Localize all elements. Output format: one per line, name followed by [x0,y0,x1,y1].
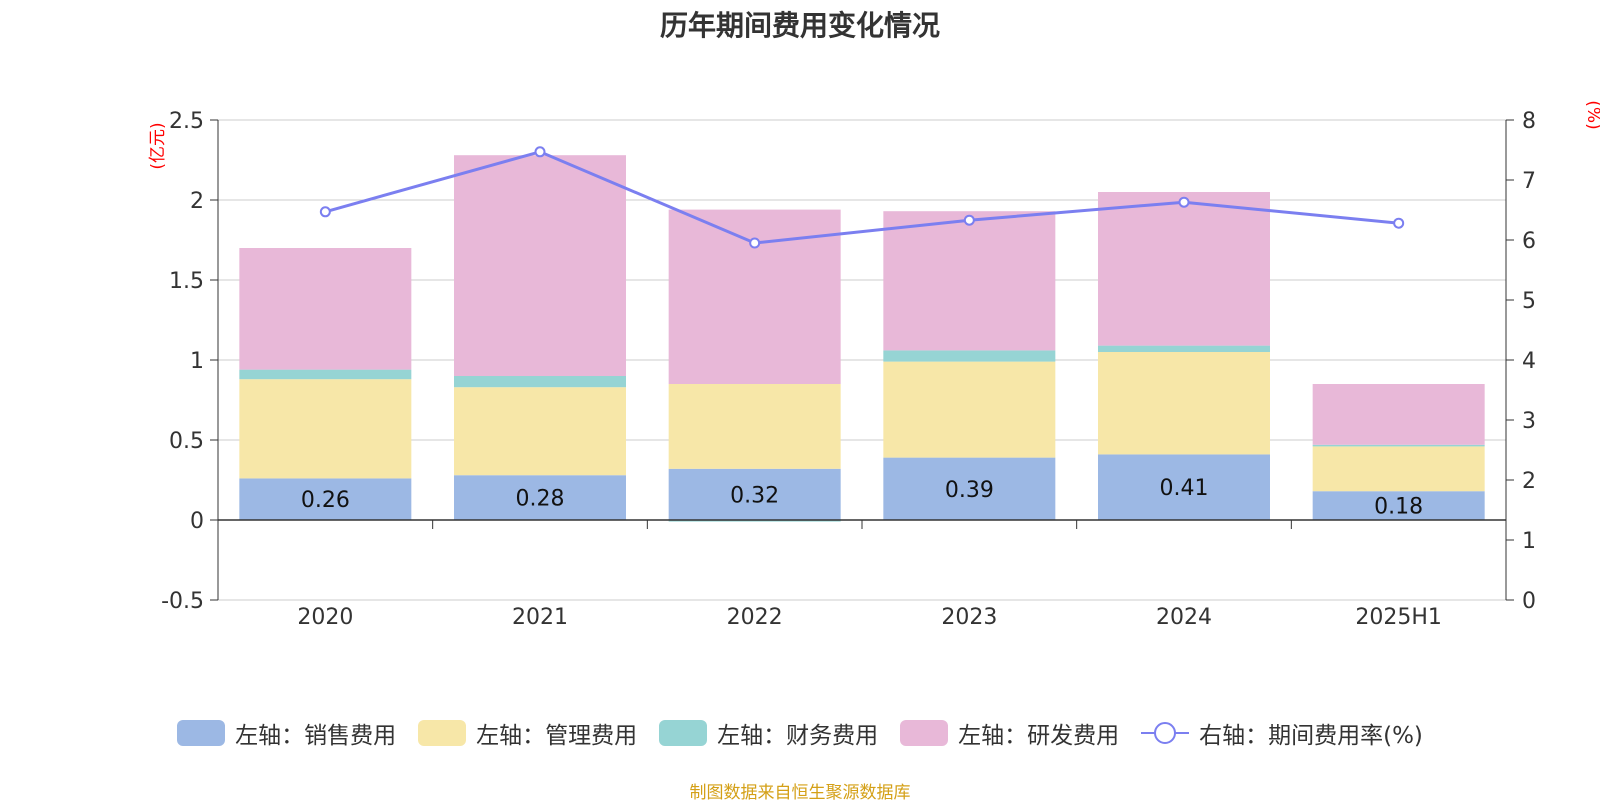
legend-label: 左轴：销售费用 [235,723,397,749]
left-axis-tick-label: 2.5 [169,109,204,134]
right-axis-tick-label: 1 [1522,529,1536,554]
bar-admin [883,361,1056,458]
left-axis-tick-label: 2 [190,189,204,214]
legend-item-admin[interactable]: 左轴：管理费用 [418,716,637,750]
rate-point [534,146,546,158]
legend-label: 右轴：期间费用率(%) [1199,723,1423,749]
legend: 左轴：销售费用 左轴：管理费用 左轴：财务费用 左轴：研发费用 右轴：期间费用率(%) [0,716,1600,750]
legend-item-sales[interactable]: 左轴：销售费用 [177,716,396,750]
bar-finance [239,369,412,380]
rate-point [1393,217,1405,229]
bar-sales [239,478,412,520]
rate-point [319,206,331,218]
x-axis-tick-label: 2022 [727,605,783,630]
right-axis-tick-label: 3 [1522,409,1536,434]
legend-item-finance[interactable]: 左轴：财务费用 [659,716,878,750]
chart-canvas: -0.5 0 0.5 1 1.5 2 2.5 0 1 2 3 4 5 6 7 8 (亿元) (%) 2020 2021… [148,100,1600,630]
legend-line-marker-icon [1141,720,1190,746]
data-label-sales: 0.32 [730,483,779,508]
bar-finance [668,520,841,522]
bar-finance [1098,345,1270,352]
chart-title: 历年期间费用变化情况 [659,9,940,42]
bar-sales [1098,454,1270,520]
legend-swatch [900,720,949,746]
legend-label: 左轴：研发费用 [958,723,1120,749]
left-axis-tick-label: 0.5 [169,429,204,454]
bar-finance [1312,444,1485,447]
bar-admin [1098,352,1270,455]
rate-point [1178,196,1190,208]
x-axis-tick-label: 2023 [941,605,997,630]
data-label-sales: 0.28 [516,487,565,512]
rate-point [749,237,761,249]
left-axis-tick-label: -0.5 [161,589,204,614]
right-axis-tick-label: 7 [1522,169,1536,194]
bar-rd [1098,192,1270,346]
legend-label: 左轴：管理费用 [476,723,638,749]
legend-swatch [418,720,467,746]
legend-swatch [177,720,226,746]
legend-item-rate[interactable]: 右轴：期间费用率(%) [1141,716,1423,750]
right-axis-tick-label: 6 [1522,229,1536,254]
right-axis-tick-label: 5 [1522,289,1536,314]
right-axis-tick-label: 2 [1522,469,1536,494]
bar-rd [883,211,1056,351]
left-axis-unit: (亿元) [148,122,168,169]
bar-sales [883,457,1056,520]
data-label-sales: 0.39 [945,478,994,503]
right-axis-tick-label: 0 [1522,589,1536,614]
bar-sales [454,475,626,520]
data-label-sales: 0.41 [1160,476,1209,501]
legend-item-rd[interactable]: 左轴：研发费用 [900,716,1119,750]
data-label-sales: 0.26 [301,488,350,513]
right-axis-unit: (%) [1583,100,1600,129]
legend-label: 左轴：财务费用 [717,723,879,749]
right-axis-tick-label: 8 [1522,109,1536,134]
left-axis-tick-label: 0 [190,509,204,534]
bar-sales [1312,491,1485,520]
bar-rd [454,155,626,376]
bar-admin [668,384,841,469]
left-axis-tick-label: 1.5 [169,269,204,294]
bar-rd [1312,384,1485,445]
data-label-sales: 0.18 [1374,495,1423,520]
x-axis-tick-label: 2025H1 [1355,605,1442,630]
bar-finance [454,376,626,388]
x-axis-tick-label: 2024 [1156,605,1212,630]
bar-rd [239,248,412,370]
bar-admin [1312,446,1485,492]
left-axis-tick-label: 1 [190,349,204,374]
bar-admin [239,379,412,479]
rate-point [963,214,975,226]
bar-sales [668,468,841,520]
right-axis-tick-label: 4 [1522,349,1536,374]
x-axis-tick-label: 2020 [297,605,353,630]
rate-line [324,150,1399,245]
x-axis-tick-label: 2021 [512,605,568,630]
bar-admin [454,387,626,476]
source-note: 制图数据来自恒生聚源数据库 [689,783,911,803]
legend-swatch [659,720,708,746]
bar-finance [883,350,1056,362]
